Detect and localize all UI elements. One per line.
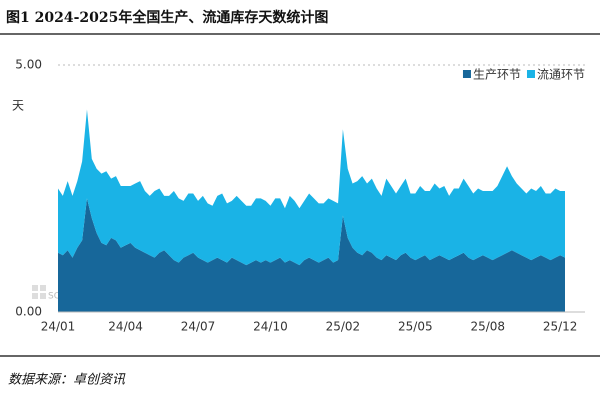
x-tick-label: 25/08 xyxy=(470,320,505,334)
chart-title: 图1 2024-2025年全国生产、流通库存天数统计图 xyxy=(6,9,328,26)
legend-swatch xyxy=(526,70,535,78)
x-tick-label: 24/01 xyxy=(41,320,76,334)
x-tick-label: 25/05 xyxy=(398,320,433,334)
area xyxy=(58,198,565,312)
x-tick-label: 25/12 xyxy=(543,320,578,334)
source-note: 数据来源：卓创资讯 xyxy=(8,373,126,388)
y-tick-label: 5.00 xyxy=(15,58,42,72)
legend-label: 流通环节 xyxy=(537,68,585,82)
y-axis-label: 天 xyxy=(12,99,24,113)
area xyxy=(58,109,565,266)
x-tick-label: 24/04 xyxy=(108,320,143,334)
legend-swatch xyxy=(462,70,471,78)
legend-label: 生产环节 xyxy=(473,68,521,82)
y-tick-label: 0.00 xyxy=(15,305,42,319)
x-tick-label: 24/07 xyxy=(181,320,216,334)
x-tick-label: 24/10 xyxy=(253,320,288,334)
watermark-logo xyxy=(32,285,46,299)
x-tick-label: 25/02 xyxy=(326,320,361,334)
